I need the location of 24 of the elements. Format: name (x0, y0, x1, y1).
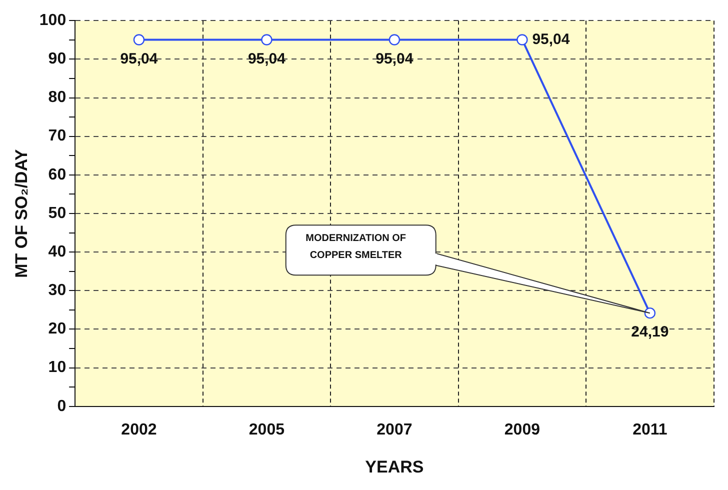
y-axis-title: MT OF SO₂/DAY (12, 148, 31, 278)
y-tick-label: 100 (39, 12, 66, 30)
x-tick-label: 2009 (504, 421, 540, 438)
y-tick-label: 70 (48, 128, 66, 145)
y-tick-label: 30 (48, 282, 66, 300)
x-tick-label: 2005 (248, 421, 285, 438)
x-tick-label: 2002 (121, 421, 157, 438)
data-label: 95,04 (248, 50, 286, 68)
data-label: 95,04 (376, 50, 414, 68)
y-tick-label: 90 (48, 50, 66, 68)
x-tick-label: 2007 (376, 421, 412, 438)
y-tick-label: 40 (48, 243, 66, 260)
annotation: MODERNIZATION OF COPPER SMELTER (304, 232, 408, 264)
data-label: 24,19 (631, 324, 669, 341)
data-label: 95,04 (532, 30, 570, 48)
y-tick-label: 60 (48, 166, 66, 184)
y-tick-label: 80 (48, 89, 66, 106)
y-tick-label: 10 (48, 359, 66, 376)
y-tick-label: 0 (57, 398, 66, 415)
y-tick-label: 20 (48, 320, 66, 338)
data-label: 95,04 (120, 50, 158, 68)
x-tick-label: 2011 (632, 421, 668, 438)
y-tick-label: 50 (48, 204, 66, 222)
x-axis-title: YEARS (365, 457, 424, 476)
